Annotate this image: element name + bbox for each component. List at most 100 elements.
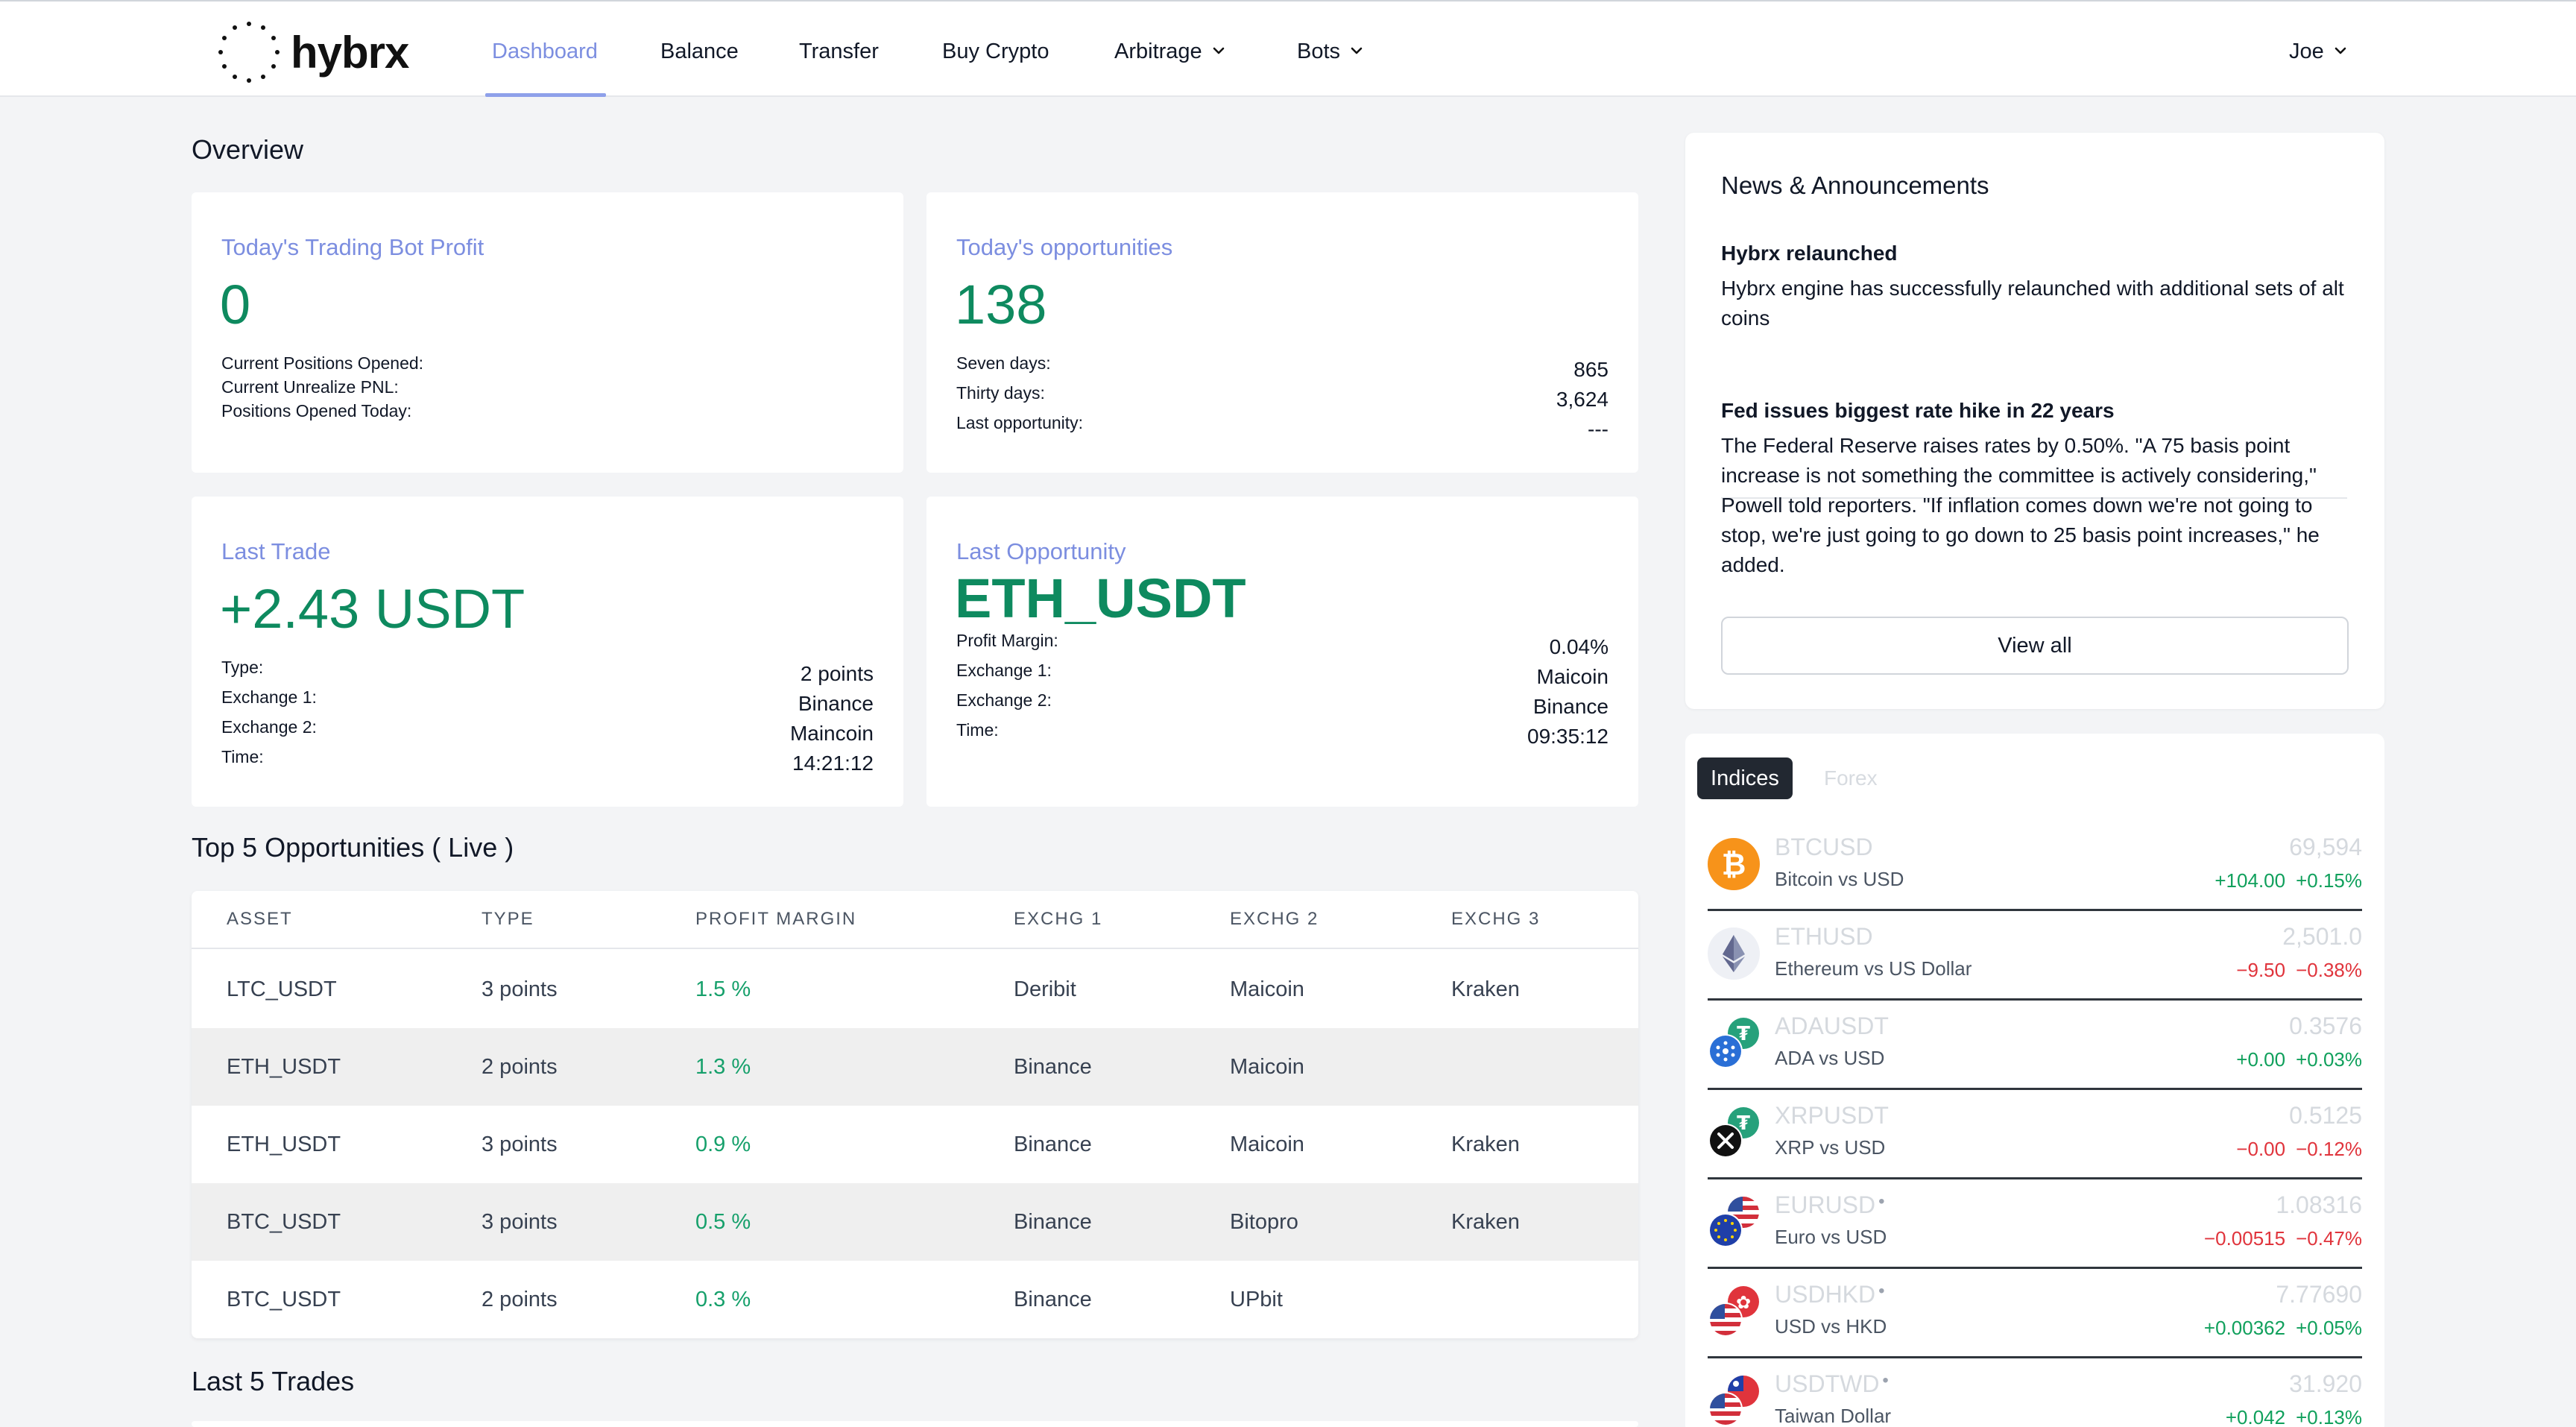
nav-bots-label: Bots [1297,40,1341,63]
kv-key: Last opportunity: [956,413,1084,432]
symbol-text: BTCUSD [1775,834,1873,860]
change-pct: −0.12% [2296,1138,2362,1160]
table-row[interactable]: ETH_USDT 2 points 1.3 % Binance Maicoin [192,1028,1638,1106]
news-item-body: The Federal Reserve raises rates by 0.50… [1721,434,2320,576]
nav-arbitrage[interactable]: Arbitrage [1114,1,1226,98]
change-abs: −0.00 [2236,1138,2286,1160]
market-name: Euro vs USD [1775,1226,1887,1248]
market-name: Taiwan Dollar [1775,1405,1892,1427]
row-divider [1708,1088,2362,1090]
opportunities-card: Today's opportunities 138 Seven days: 865… [926,192,1638,473]
nav-arbitrage-label: Arbitrage [1114,40,1202,63]
tab-indices[interactable]: Indices [1697,757,1793,799]
news-item-title[interactable]: Hybrx relaunched [1721,242,1898,265]
cell-asset: ETH_USDT [227,1055,341,1079]
market-row[interactable]: ETHUSD Ethereum vs US Dollar 2,501.0 −9.… [1708,913,2362,1001]
markets-card: Indices Forex ₿ BTCUSD Bitcoin vs USD 69… [1685,734,2384,1427]
market-status-dot: • [1882,1370,1889,1390]
market-change: +0.00 +0.03% [2236,1048,2362,1071]
cell-margin: 1.5 % [695,977,751,1001]
svg-text:₿: ₿ [1722,848,1746,882]
bitcoin-icon: ₿ [1708,838,1760,890]
kv-row: Time: 14:21:12 [221,747,874,777]
table-row[interactable]: ETH_USDT 3 points 0.9 % Binance Maicoin … [192,1106,1638,1183]
kv-value: --- [1588,418,1609,441]
nav-buy-crypto[interactable]: Buy Crypto [942,1,1049,98]
table-row[interactable]: BTC_USDT 2 points 0.3 % Binance UPbit [192,1261,1638,1338]
tab-forex[interactable]: Forex [1824,766,1878,790]
svg-text:✿: ✿ [1736,1292,1751,1313]
market-symbol: USDTWD • [1775,1370,1889,1398]
kv-row: Current Positions Opened: [221,353,874,383]
news-item-title[interactable]: Fed issues biggest rate hike in 22 years [1721,399,2115,422]
kv-key: Time: [221,747,264,766]
chevron-down-icon [2333,46,2348,58]
change-pct: −0.47% [2296,1227,2362,1250]
opportunities-label: Today's opportunities [956,234,1173,260]
cell-asset: ETH_USDT [227,1133,341,1156]
cell-margin: 0.9 % [695,1133,751,1156]
top-navbar: hybrx Dashboard Balance Transfer Buy Cry… [0,0,2576,97]
market-row[interactable]: ✿ USDHKD • USD vs HKD 7.77690 +0.00362 +0.… [1708,1270,2362,1358]
market-symbol: BTCUSD [1775,834,1876,861]
logo[interactable]: hybrx [216,22,409,83]
nav-bots[interactable]: Bots [1297,1,1364,98]
symbol-text: ETHUSD [1775,923,1873,950]
kv-key: Type: [221,658,264,677]
market-price: 0.3576 [2289,1012,2362,1039]
table-row[interactable]: LTC_USDT 3 points 1.5 % Deribit Maicoin … [192,951,1638,1028]
cell-exchg2: Maicoin [1230,977,1304,1001]
market-row[interactable]: USDTWD • Taiwan Dollar 31.920 +0.042 +0.13… [1708,1360,2362,1427]
kv-row: Positions Opened Today: [221,401,874,431]
last-opportunity-card: Last Opportunity ETH_USDT Profit Margin:… [926,497,1638,807]
last-trade-value: +2.43 USDT [220,578,525,640]
market-row[interactable]: ₮ ADAUSDT ADA vs USD 0.3576 +0.00 +0.03% [1708,1002,2362,1090]
market-row[interactable]: EURUSD • Euro vs USD 1.08316 −0.00515 −0.4… [1708,1181,2362,1269]
svg-text:₮: ₮ [1737,1112,1750,1135]
symbol-text: XRPUSDT [1775,1102,1889,1129]
row-divider [1708,909,2362,911]
bot-profit-card: Today's Trading Bot Profit 0 Current Pos… [192,192,903,473]
view-all-button[interactable]: View all [1721,617,2349,675]
kv-value: 865 [1573,358,1609,381]
cell-exchg1: Binance [1014,1210,1092,1234]
kv-value: 0.04% [1549,635,1609,658]
news-item-body: Hybrx engine has successfully relaunched… [1721,277,2344,330]
last5-title: Last 5 Trades [192,1366,355,1396]
market-name: ADA vs USD [1775,1047,1885,1069]
cell-asset: BTC_USDT [227,1288,341,1311]
kv-value: Binance [1532,695,1609,718]
kv-value: 2 points [800,662,874,685]
kv-value: Maicoin [1536,665,1609,688]
table-row[interactable]: BTC_USDT 3 points 0.5 % Binance Bitopro … [192,1183,1638,1261]
cell-exchg2: Maicoin [1230,1133,1304,1156]
market-name: USD vs HKD [1775,1315,1887,1338]
kv-row: Type: 2 points [221,658,874,687]
overview-title: Overview [192,134,304,165]
cell-asset: LTC_USDT [227,977,337,1001]
market-row[interactable]: ₿ BTCUSD Bitcoin vs USD 69,594 +104.00 +0… [1708,823,2362,911]
nav-dashboard[interactable]: Dashboard [492,1,598,98]
bot-profit-value: 0 [220,274,251,336]
cell-margin: 1.3 % [695,1055,751,1079]
market-change: +104.00 +0.15% [2214,869,2362,892]
col-asset: ASSET [227,909,293,929]
xrp-tether-icon: ₮ [1708,1107,1759,1158]
cell-exchg3: Kraken [1451,1210,1520,1234]
user-menu[interactable]: Joe [2289,1,2348,98]
kv-key: Seven days: [956,353,1051,373]
cell-exchg3: Kraken [1451,977,1520,1001]
last-trade-label: Last Trade [221,538,331,564]
market-price: 0.5125 [2289,1102,2362,1129]
nav-balance[interactable]: Balance [660,1,739,98]
market-status-dot: • [1878,1191,1885,1212]
change-abs: −0.00515 [2203,1227,2286,1250]
nav-transfer[interactable]: Transfer [799,1,879,98]
market-price: 31.920 [2289,1370,2362,1397]
market-row[interactable]: ₮ XRPUSDT XRP vs USD 0.5125 −0.00 −0.12% [1708,1091,2362,1179]
change-abs: −9.50 [2236,959,2286,981]
market-name: XRP vs USD [1775,1136,1886,1159]
market-symbol: ADAUSDT [1775,1012,1892,1040]
kv-value: Binance [798,692,874,715]
market-symbol: ETHUSD [1775,923,1876,951]
